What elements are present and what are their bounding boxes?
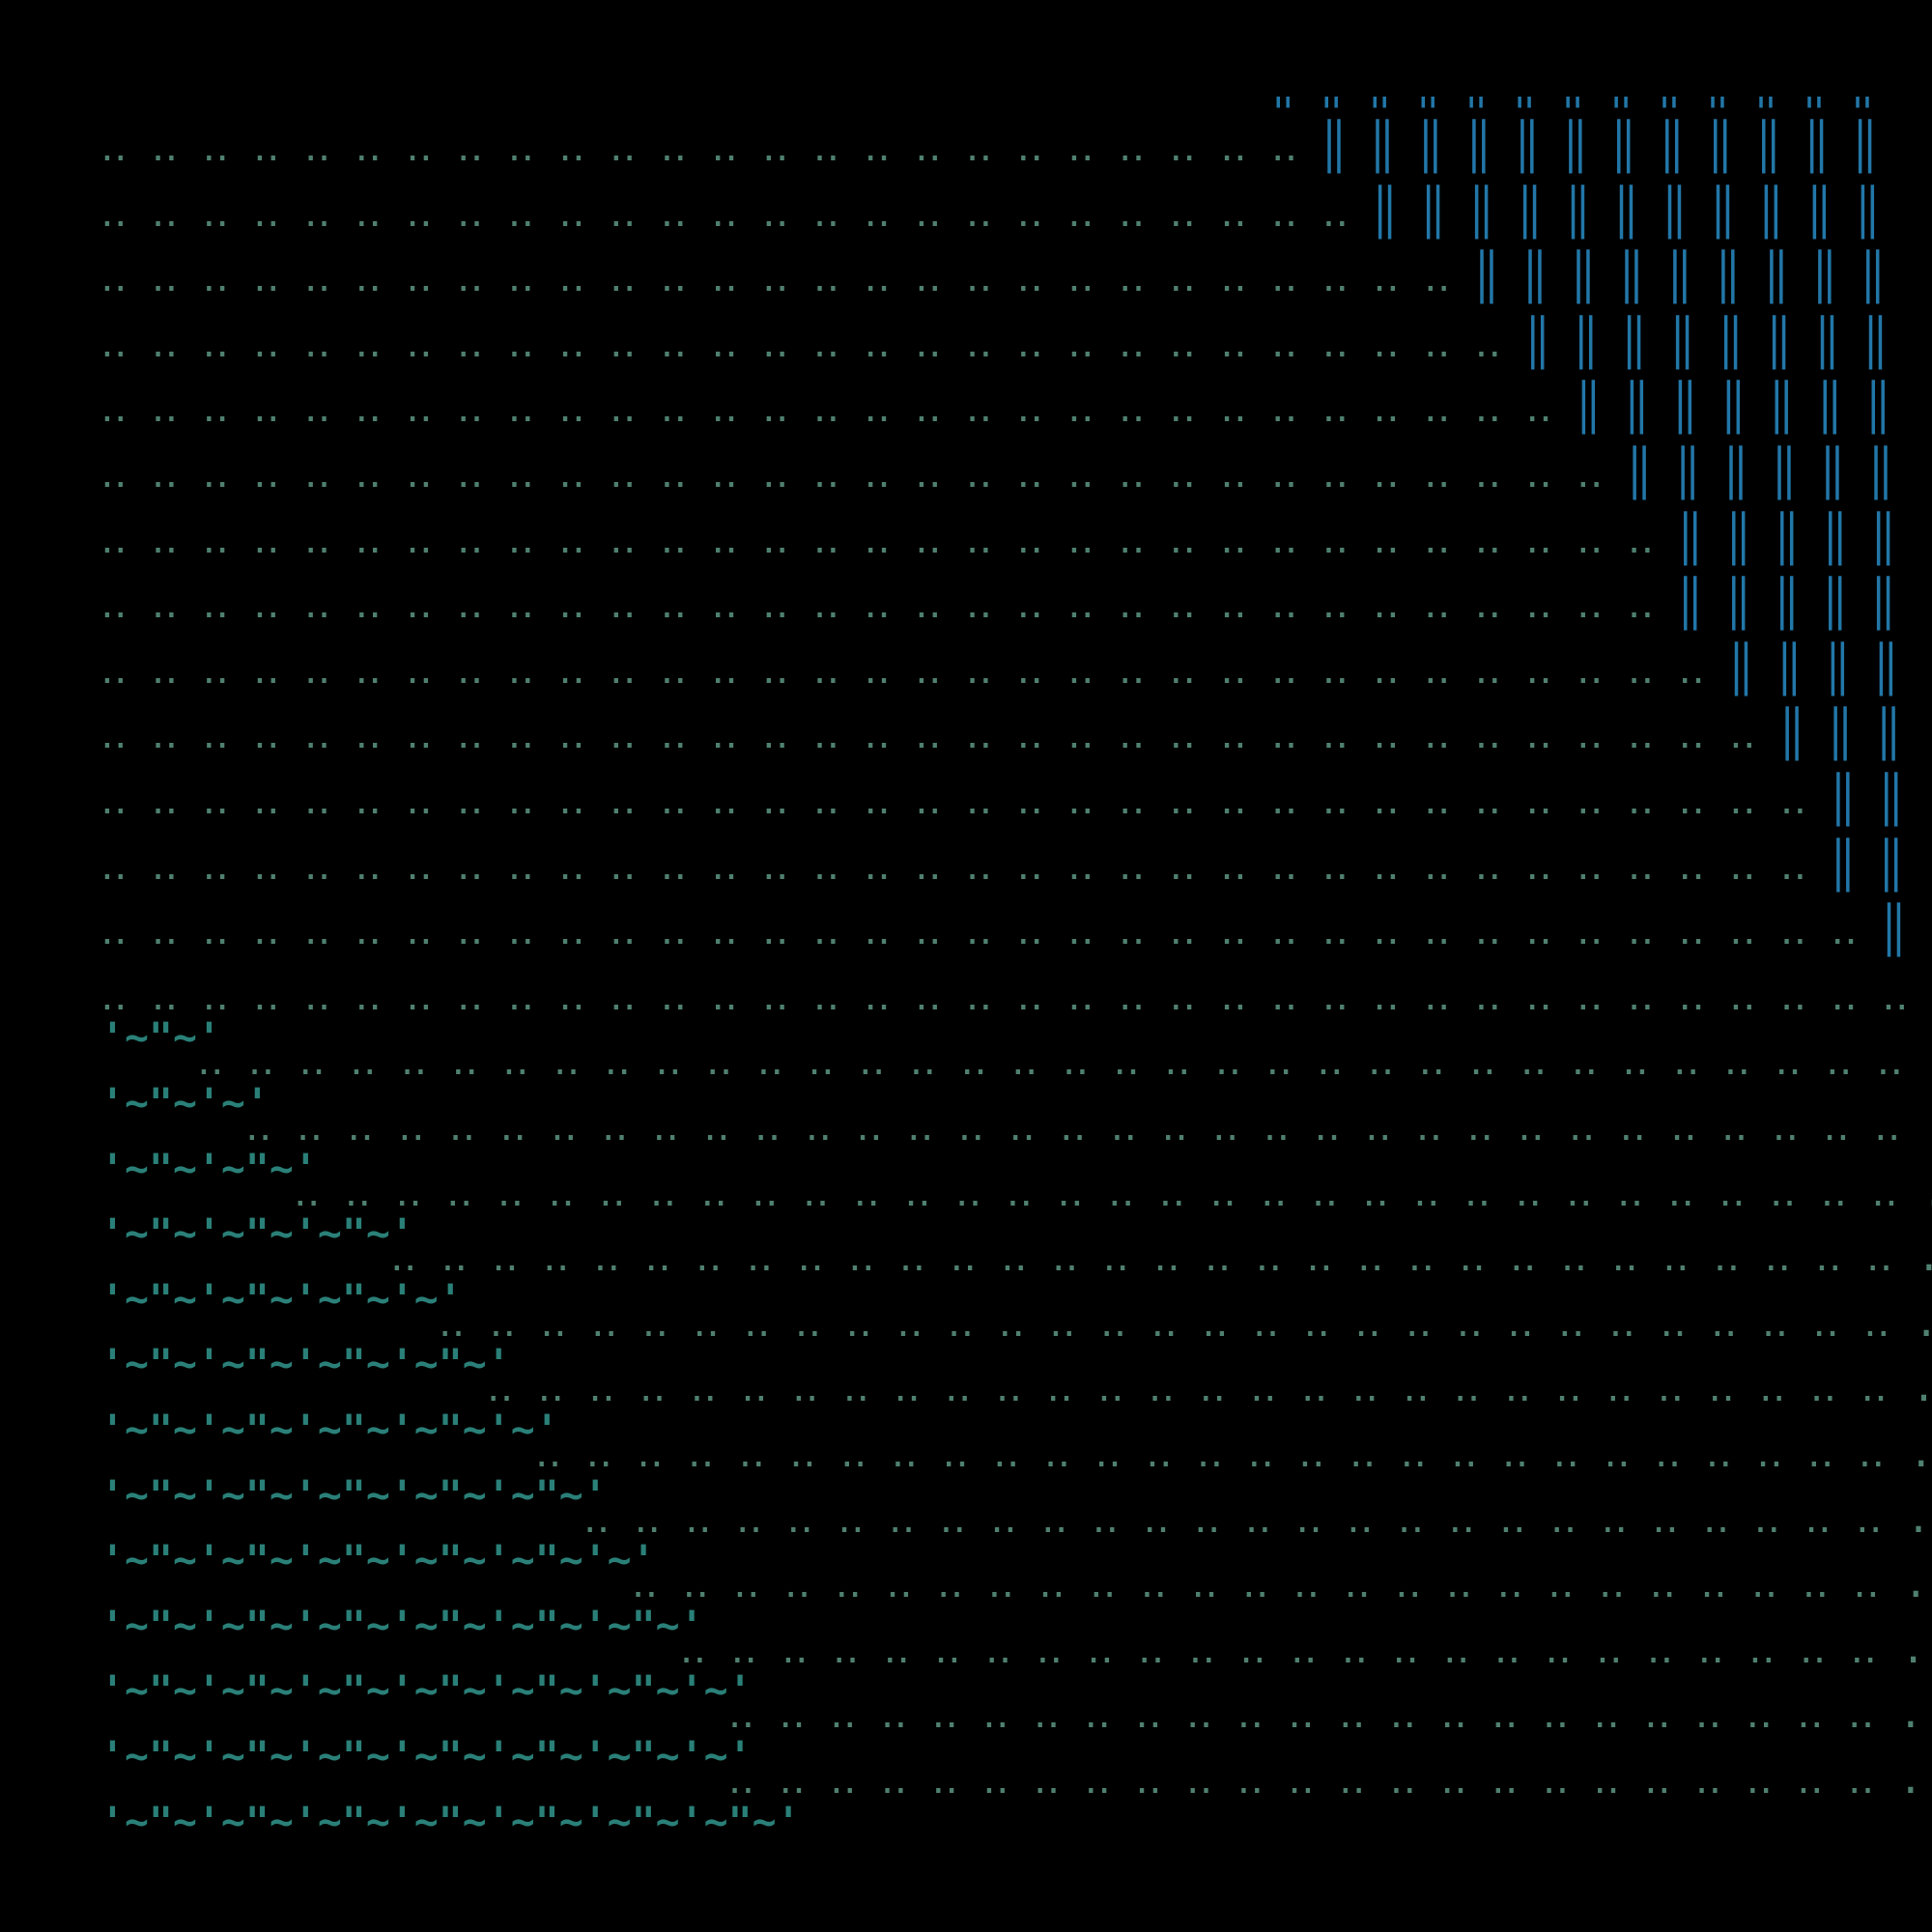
dot-pair-sequence: ‥ ‥ ‥ ‥ ‥ ‥ ‥ ‥ ‥ ‥ ‥ ‥ ‥ ‥ ‥ ‥ ‥ ‥ ‥ ‥ … bbox=[100, 906, 1859, 954]
text-art-row: ‥ ‥ ‥ ‥ ‥ ‥ ‥ ‥ ‥ ‥ ‥ ‥ ‥ ‥ ‥ ‥ ‥ ‥ ‥ ‥ … bbox=[100, 632, 1898, 696]
wave-glyph-prefix: '~"~'~"~'~"~'~"~'~"~'~"~'~' bbox=[100, 1732, 753, 1779]
dot-pair-sequence: ‥ ‥ ‥ ‥ ‥ ‥ ‥ ‥ ‥ ‥ ‥ ‥ ‥ ‥ ‥ ‥ ‥ ‥ ‥ ‥ … bbox=[100, 123, 1298, 170]
dot-pair-sequence: ‥ ‥ ‥ ‥ ‥ ‥ ‥ ‥ ‥ ‥ ‥ ‥ ‥ ‥ ‥ ‥ ‥ ‥ ‥ ‥ … bbox=[631, 1559, 1928, 1607]
wave-glyph-prefix: '~"~'~"~'~"~'~"~'~' bbox=[100, 1406, 559, 1453]
wave-glyph-prefix: '~"~'~"~'~"~' bbox=[100, 1209, 414, 1258]
dot-pair-sequence: ‥ ‥ ‥ ‥ ‥ ‥ ‥ ‥ ‥ ‥ ‥ ‥ ‥ ‥ ‥ ‥ ‥ ‥ ‥ ‥ … bbox=[100, 776, 1807, 823]
text-art-row: ‥ ‥ ‥ ‥ ‥ ‥ ‥ ‥ ‥ ‥ ‥ ‥ ‥ ‥ ‥ ‥ ‥ ‥ ‥ ‥ … bbox=[100, 762, 1903, 826]
dot-pair-sequence: ‥ ‥ ‥ ‥ ‥ ‥ ‥ ‥ ‥ ‥ ‥ ‥ ‥ ‥ ‥ ‥ ‥ ‥ ‥ ‥ … bbox=[582, 1493, 1931, 1542]
dot-pair-sequence: ‥ ‥ ‥ ‥ ‥ ‥ ‥ ‥ ‥ ‥ ‥ ‥ ‥ ‥ ‥ ‥ ‥ ‥ ‥ ‥ … bbox=[486, 1363, 1932, 1411]
wave-glyph-prefix: '~"~' bbox=[100, 1013, 221, 1062]
dot-pair-sequence: ‥ ‥ ‥ ‥ ‥ ‥ ‥ ‥ ‥ ‥ ‥ ‥ ‥ ‥ ‥ ‥ ‥ ‥ ‥ ‥ … bbox=[438, 1297, 1932, 1346]
wave-glyph-prefix: '~"~'~"~'~"~'~"~'~"~'~' bbox=[100, 1536, 656, 1584]
dot-pair-sequence: ‥ ‥ ‥ ‥ ‥ ‥ ‥ ‥ ‥ ‥ ‥ ‥ ‥ ‥ ‥ ‥ ‥ ‥ ‥ ‥ … bbox=[389, 1233, 1932, 1281]
dot-pair-sequence: ‥ ‥ ‥ ‥ ‥ ‥ ‥ ‥ ‥ ‥ ‥ ‥ ‥ ‥ ‥ ‥ ‥ ‥ ‥ ‥ … bbox=[100, 971, 1909, 1019]
double-bar-sequence: ‖ bbox=[1882, 893, 1907, 957]
text-art-row: '~"~'~"~'~"~'~"~' ‥ ‥ ‥ ‥ ‥ ‥ ‥ ‥ ‥ ‥ ‥ ‥… bbox=[100, 1340, 1932, 1411]
dot-pair-sequence: ‥ ‥ ‥ ‥ ‥ ‥ ‥ ‥ ‥ ‥ ‥ ‥ ‥ ‥ ‥ ‥ ‥ ‥ ‥ ‥ … bbox=[100, 384, 1552, 432]
text-art-row: ‥ ‥ ‥ ‥ ‥ ‥ ‥ ‥ ‥ ‥ ‥ ‥ ‥ ‥ ‥ ‥ ‥ ‥ ‥ ‥ … bbox=[100, 436, 1892, 499]
text-art-row: ‥ ‥ ‥ ‥ ‥ ‥ ‥ ‥ ‥ ‥ ‥ ‥ ‥ ‥ ‥ ‥ ‥ ‥ ‥ ‥ … bbox=[100, 828, 1903, 892]
dot-pair-sequence: ‥ ‥ ‥ ‥ ‥ ‥ ‥ ‥ ‥ ‥ ‥ ‥ ‥ ‥ ‥ ‥ ‥ ‥ ‥ ‥ … bbox=[534, 1429, 1932, 1476]
text-art-row: '~"~'~"~'~"~'~"~'~"~'~"~'~"~' bbox=[100, 1798, 801, 1835]
dot-pair-sequence: ‥ ‥ ‥ ‥ ‥ ‥ ‥ ‥ ‥ ‥ ‥ ‥ ‥ ‥ ‥ ‥ ‥ ‥ ‥ ‥ … bbox=[100, 580, 1655, 628]
text-art-row: ‥ ‥ ‥ ‥ ‥ ‥ ‥ ‥ ‥ ‥ ‥ ‥ ‥ ‥ ‥ ‥ ‥ ‥ ‥ ‥ … bbox=[100, 972, 1909, 1020]
text-art-row: ‥ ‥ ‥ ‥ ‥ ‥ ‥ ‥ ‥ ‥ ‥ ‥ ‥ ‥ ‥ ‥ ‥ ‥ ‥ ‥ … bbox=[100, 305, 1888, 369]
double-bar-sequence: ‖ ‖ ‖ ‖ ‖ bbox=[1678, 566, 1896, 631]
double-bar-sequence: ‖ ‖ ‖ ‖ ‖ ‖ ‖ ‖ ‖ ‖ ‖ ‖ bbox=[1321, 109, 1878, 174]
text-art-row: '~"~'~"~' ‥ ‥ ‥ ‥ ‥ ‥ ‥ ‥ ‥ ‥ ‥ ‥ ‥ ‥ ‥ ‥… bbox=[100, 1145, 1932, 1216]
text-art-row: ‥ ‥ ‥ ‥ ‥ ‥ ‥ ‥ ‥ ‥ ‥ ‥ ‥ ‥ ‥ ‥ ‥ ‥ ‥ ‥ … bbox=[100, 567, 1895, 631]
double-bar-sequence: ‖ ‖ ‖ ‖ ‖ ‖ ‖ bbox=[1576, 370, 1890, 435]
dot-pair-sequence: ‥ ‥ ‥ ‥ ‥ ‥ ‥ ‥ ‥ ‥ ‥ ‥ ‥ ‥ ‥ ‥ ‥ ‥ ‥ ‥ … bbox=[196, 1037, 1904, 1085]
wave-glyph-prefix: '~"~'~"~'~"~'~"~'~"~'~"~'~' bbox=[100, 1666, 753, 1715]
text-art-row: ‥ ‥ ‥ ‥ ‥ ‥ ‥ ‥ ‥ ‥ ‥ ‥ ‥ ‥ ‥ ‥ ‥ ‥ ‥ ‥ … bbox=[100, 894, 1906, 957]
dot-pair-sequence: ‥ ‥ ‥ ‥ ‥ ‥ ‥ ‥ ‥ ‥ ‥ ‥ ‥ ‥ ‥ ‥ ‥ ‥ ‥ ‥ … bbox=[244, 1102, 1932, 1150]
text-art-row: ‥ ‥ ‥ ‥ ‥ ‥ ‥ ‥ ‥ ‥ ‥ ‥ ‥ ‥ ‥ ‥ ‥ ‥ ‥ ‥ … bbox=[100, 241, 1885, 304]
wave-glyph-prefix: '~"~'~' bbox=[100, 1079, 270, 1126]
text-art-row: ‥ ‥ ‥ ‥ ‥ ‥ ‥ ‥ ‥ ‥ ‥ ‥ ‥ ‥ ‥ ‥ ‥ ‥ ‥ ‥ … bbox=[100, 371, 1890, 435]
dot-pair-sequence: ‥ ‥ ‥ ‥ ‥ ‥ ‥ ‥ ‥ ‥ ‥ ‥ ‥ ‥ ‥ ‥ ‥ ‥ ‥ ‥ … bbox=[100, 840, 1807, 889]
double-bar-sequence: ‖ ‖ bbox=[1831, 827, 1904, 893]
double-bar-sequence: ‖ ‖ ‖ ‖ bbox=[1728, 632, 1898, 696]
wave-glyph-prefix: '~"~'~"~'~"~'~"~'~"~' bbox=[100, 1470, 608, 1519]
text-art-row: '~"~'~"~'~"~'~' ‥ ‥ ‥ ‥ ‥ ‥ ‥ ‥ ‥ ‥ ‥ ‥ ‥… bbox=[100, 1275, 1932, 1347]
double-bar-sequence: ‖ ‖ ‖ bbox=[1779, 696, 1901, 761]
text-art-row: '~"~'~' ‥ ‥ ‥ ‥ ‥ ‥ ‥ ‥ ‥ ‥ ‥ ‥ ‥ ‥ ‥ ‥ ‥… bbox=[100, 1079, 1932, 1151]
dot-pair-sequence: ‥ ‥ ‥ ‥ ‥ ‥ ‥ ‥ ‥ ‥ ‥ ‥ ‥ ‥ ‥ ‥ ‥ ‥ ‥ ‥ … bbox=[100, 710, 1756, 758]
text-art-row: '~"~'~"~'~"~'~"~'~' ‥ ‥ ‥ ‥ ‥ ‥ ‥ ‥ ‥ ‥ ‥… bbox=[100, 1406, 1932, 1477]
dot-pair-sequence: ‥ ‥ ‥ ‥ ‥ ‥ ‥ ‥ ‥ ‥ ‥ ‥ ‥ ‥ ‥ ‥ ‥ ‥ ‥ ‥ … bbox=[100, 187, 1350, 236]
text-art-row: '~"~'~"~'~"~' ‥ ‥ ‥ ‥ ‥ ‥ ‥ ‥ ‥ ‥ ‥ ‥ ‥ ‥… bbox=[100, 1209, 1932, 1281]
text-art-row: ‥ ‥ ‥ ‥ ‥ ‥ ‥ ‥ ‥ ‥ ‥ ‥ ‥ ‥ ‥ ‥ ‥ ‥ ‥ ‥ … bbox=[100, 175, 1880, 239]
double-bar-sequence: ‖ ‖ ‖ ‖ ‖ ‖ ‖ ‖ ‖ ‖ ‖ bbox=[1373, 174, 1880, 240]
dot-pair-sequence: ‥ ‥ ‥ ‥ ‥ ‥ ‥ ‥ ‥ ‥ ‥ ‥ ‥ ‥ ‥ ‥ ‥ ‥ ‥ ‥ … bbox=[727, 1755, 1923, 1803]
text-art-row: '~"~'~"~'~"~'~"~'~"~'~"~'~' ‥ ‥ ‥ ‥ ‥ ‥ ‥… bbox=[100, 1732, 1923, 1804]
double-bar-sequence: ‖ ‖ ‖ ‖ ‖ bbox=[1678, 500, 1896, 566]
wave-glyph-prefix: '~"~'~"~'~"~'~"~'~"~'~"~' bbox=[100, 1601, 704, 1649]
text-art-row: ‥ ‥ ‥ ‥ ‥ ‥ ‥ ‥ ‥ ‥ ‥ ‥ ‥ ‥ ‥ ‥ ‥ ‥ ‥ ‥ … bbox=[100, 697, 1901, 761]
dot-pair-sequence: ‥ ‥ ‥ ‥ ‥ ‥ ‥ ‥ ‥ ‥ ‥ ‥ ‥ ‥ ‥ ‥ ‥ ‥ ‥ ‥ … bbox=[100, 449, 1604, 497]
text-art-row: ‥ ‥ ‥ ‥ ‥ ‥ ‥ ‥ ‥ ‥ ‥ ‥ ‥ ‥ ‥ ‥ ‥ ‥ ‥ ‥ … bbox=[100, 109, 1877, 173]
dot-pair-sequence: ‥ ‥ ‥ ‥ ‥ ‥ ‥ ‥ ‥ ‥ ‥ ‥ ‥ ‥ ‥ ‥ ‥ ‥ ‥ ‥ … bbox=[100, 318, 1502, 366]
wave-glyph-prefix: '~"~'~"~'~"~'~' bbox=[100, 1274, 463, 1322]
double-bar-sequence: ‖ ‖ ‖ ‖ ‖ ‖ ‖ ‖ bbox=[1525, 305, 1888, 370]
text-art-row: '~"~' ‥ ‥ ‥ ‥ ‥ ‥ ‥ ‥ ‥ ‥ ‥ ‥ ‥ ‥ ‥ ‥ ‥ ‥… bbox=[100, 1013, 1904, 1085]
dot-pair-sequence: ‥ ‥ ‥ ‥ ‥ ‥ ‥ ‥ ‥ ‥ ‥ ‥ ‥ ‥ ‥ ‥ ‥ ‥ ‥ ‥ … bbox=[100, 97, 1247, 104]
wave-glyph-prefix: '~"~'~"~' bbox=[100, 1144, 318, 1192]
double-bar-sequence: ‖ ‖ ‖ ‖ ‖ ‖ bbox=[1627, 436, 1893, 500]
text-art-row: ‥ ‥ ‥ ‥ ‥ ‥ ‥ ‥ ‥ ‥ ‥ ‥ ‥ ‥ ‥ ‥ ‥ ‥ ‥ ‥ … bbox=[100, 97, 1874, 108]
text-art-row: '~"~'~"~'~"~'~"~'~"~' ‥ ‥ ‥ ‥ ‥ ‥ ‥ ‥ ‥ ‥… bbox=[100, 1471, 1931, 1543]
text-art-viewport: ‥ ‥ ‥ ‥ ‥ ‥ ‥ ‥ ‥ ‥ ‥ ‥ ‥ ‥ ‥ ‥ ‥ ‥ ‥ ‥ … bbox=[0, 97, 1932, 1835]
wave-glyph-prefix: '~"~'~"~'~"~'~"~' bbox=[100, 1340, 511, 1388]
double-bar-sequence: ‖ ‖ bbox=[1831, 762, 1904, 827]
double-bar-sequence: ‖ ‖ ‖ ‖ ‖ ‖ ‖ ‖ ‖ ‖ ‖ ‖ ‖ bbox=[1271, 97, 1875, 109]
dot-pair-sequence: ‥ ‥ ‥ ‥ ‥ ‥ ‥ ‥ ‥ ‥ ‥ ‥ ‥ ‥ ‥ ‥ ‥ ‥ ‥ ‥ … bbox=[100, 253, 1451, 301]
text-art-row: '~"~'~"~'~"~'~"~'~"~'~' ‥ ‥ ‥ ‥ ‥ ‥ ‥ ‥ ‥… bbox=[100, 1536, 1928, 1607]
text-art-row: '~"~'~"~'~"~'~"~'~"~'~"~' ‥ ‥ ‥ ‥ ‥ ‥ ‥ ‥… bbox=[100, 1602, 1926, 1673]
dot-pair-sequence: ‥ ‥ ‥ ‥ ‥ ‥ ‥ ‥ ‥ ‥ ‥ ‥ ‥ ‥ ‥ ‥ ‥ ‥ ‥ ‥ … bbox=[679, 1624, 1926, 1672]
dot-pair-sequence: ‥ ‥ ‥ ‥ ‥ ‥ ‥ ‥ ‥ ‥ ‥ ‥ ‥ ‥ ‥ ‥ ‥ ‥ ‥ ‥ … bbox=[727, 1690, 1923, 1738]
text-art-row: '~"~'~"~'~"~'~"~'~"~'~"~'~' ‥ ‥ ‥ ‥ ‥ ‥ ‥… bbox=[100, 1666, 1923, 1738]
dot-pair-sequence: ‥ ‥ ‥ ‥ ‥ ‥ ‥ ‥ ‥ ‥ ‥ ‥ ‥ ‥ ‥ ‥ ‥ ‥ ‥ ‥ … bbox=[293, 1167, 1932, 1215]
text-art-row: ‥ ‥ ‥ ‥ ‥ ‥ ‥ ‥ ‥ ‥ ‥ ‥ ‥ ‥ ‥ ‥ ‥ ‥ ‥ ‥ … bbox=[100, 501, 1895, 565]
dot-pair-sequence: ‥ ‥ ‥ ‥ ‥ ‥ ‥ ‥ ‥ ‥ ‥ ‥ ‥ ‥ ‥ ‥ ‥ ‥ ‥ ‥ … bbox=[100, 644, 1705, 693]
double-bar-sequence: ‖ ‖ ‖ ‖ ‖ ‖ ‖ ‖ ‖ bbox=[1474, 240, 1886, 304]
wave-glyph-prefix: '~"~'~"~'~"~'~"~'~"~'~"~'~"~' bbox=[100, 1797, 801, 1835]
dot-pair-sequence: ‥ ‥ ‥ ‥ ‥ ‥ ‥ ‥ ‥ ‥ ‥ ‥ ‥ ‥ ‥ ‥ ‥ ‥ ‥ ‥ … bbox=[100, 514, 1655, 562]
